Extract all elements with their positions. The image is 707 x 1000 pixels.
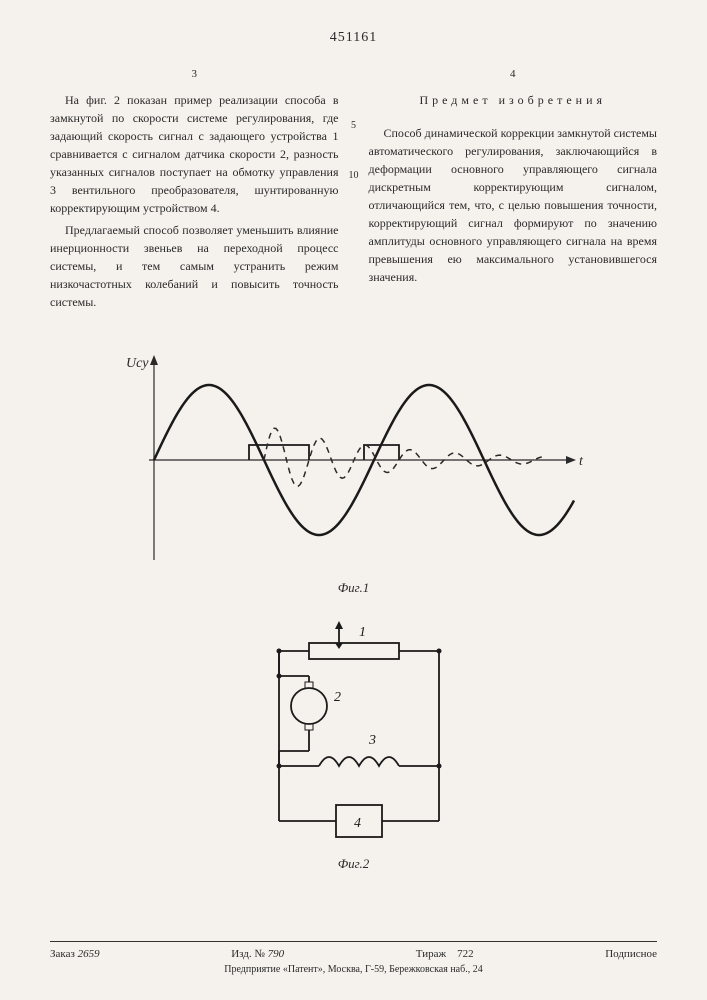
footer-izd: Изд. № 790 [231, 948, 284, 960]
line-marker-10: 10 [344, 170, 364, 181]
svg-text:t: t [579, 454, 584, 469]
tirazh-num: 722 [457, 948, 474, 960]
subject-title: Предмет изобретения [369, 91, 658, 109]
right-column: 4 Предмет изобретения Способ динамическо… [369, 66, 658, 315]
footer: Заказ 2659 Изд. № 790 Тираж 722 Подписно… [50, 941, 657, 975]
izd-num: 790 [268, 948, 285, 960]
figure-2-area: 1 2 3 4 Фиг.2 [50, 621, 657, 872]
text-columns: 3 На фиг. 2 показан пример реализации сп… [50, 66, 657, 315]
line-marker-5: 5 [344, 120, 364, 131]
podpis: Подписное [605, 948, 657, 960]
footer-tirazh: Тираж 722 [416, 948, 474, 960]
fig2-caption: Фиг.2 [338, 856, 370, 872]
fig1-caption: Фиг.1 [338, 580, 370, 596]
svg-text:4: 4 [354, 816, 361, 831]
svg-text:2: 2 [334, 690, 341, 705]
doc-number: 451161 [50, 30, 657, 46]
svg-text:Uсу: Uсу [126, 356, 149, 371]
left-para-2: Предлагаемый способ позволяет уменьшить … [50, 221, 339, 311]
left-para-1: На фиг. 2 показан пример реализации спос… [50, 91, 339, 217]
footer-row: Заказ 2659 Изд. № 790 Тираж 722 Подписно… [50, 948, 657, 960]
order-label: Заказ [50, 948, 75, 960]
figure-1-chart: Uсу t [114, 345, 594, 575]
col-num-right: 4 [369, 66, 658, 83]
col-num-left: 3 [50, 66, 339, 83]
order-num: 2659 [78, 948, 100, 960]
footer-order: Заказ 2659 [50, 948, 100, 960]
figure-1-area: Uсу t Фиг.1 [50, 345, 657, 596]
figure-2-diagram: 1 2 3 4 [224, 621, 484, 851]
tirazh-label: Тираж [416, 948, 446, 960]
left-column: 3 На фиг. 2 показан пример реализации сп… [50, 66, 339, 315]
svg-text:1: 1 [359, 625, 366, 640]
izd-label: Изд. № [231, 948, 265, 960]
footer-address: Предприятие «Патент», Москва, Г-59, Бере… [50, 964, 657, 975]
right-para: Способ динамической коррекции замкнутой … [369, 124, 658, 286]
svg-text:3: 3 [368, 733, 376, 748]
